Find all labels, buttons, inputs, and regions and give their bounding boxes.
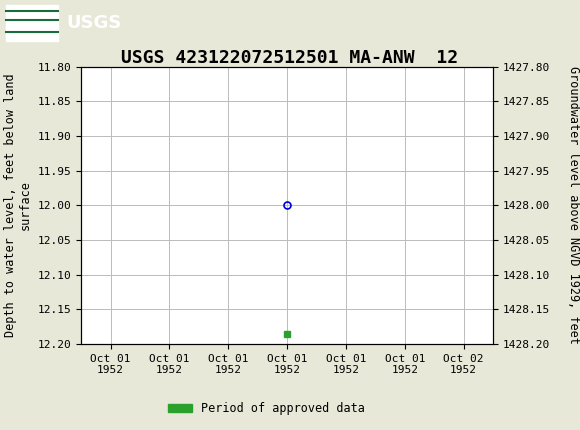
Bar	[6, 4, 58, 41]
Y-axis label: Groundwater level above NGVD 1929, feet: Groundwater level above NGVD 1929, feet	[567, 66, 579, 344]
Y-axis label: Depth to water level, feet below land
surface: Depth to water level, feet below land su…	[4, 74, 32, 337]
Text: USGS 423122072512501 MA-ANW  12: USGS 423122072512501 MA-ANW 12	[121, 49, 459, 67]
Legend: Period of approved data: Period of approved data	[164, 397, 370, 420]
Text: USGS: USGS	[67, 14, 122, 31]
